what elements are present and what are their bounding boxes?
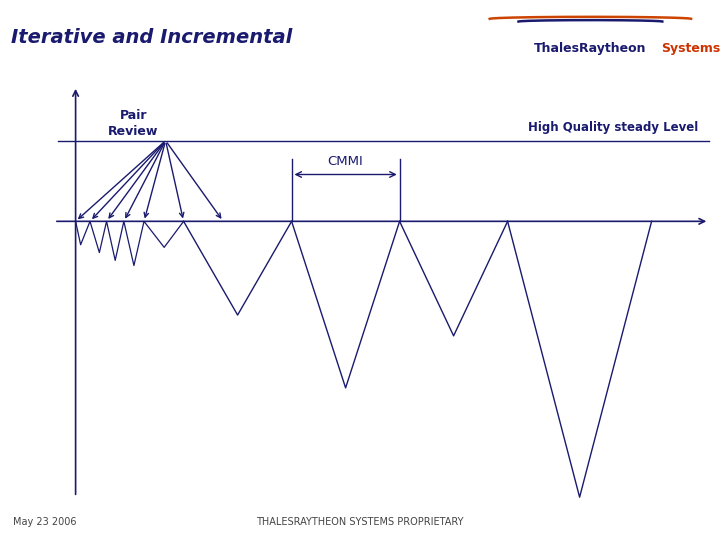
Text: Systems: Systems <box>661 42 720 56</box>
Text: May 23 2006: May 23 2006 <box>13 517 76 528</box>
Text: High Quality steady Level: High Quality steady Level <box>528 122 698 134</box>
Text: Pair
Review: Pair Review <box>108 109 158 138</box>
Text: ThalesRaytheon: ThalesRaytheon <box>534 42 647 56</box>
Text: Iterative and Incremental: Iterative and Incremental <box>11 28 292 46</box>
Text: THALESRAYTHEON SYSTEMS PROPRIETARY: THALESRAYTHEON SYSTEMS PROPRIETARY <box>256 517 464 528</box>
Text: CMMI: CMMI <box>328 155 364 168</box>
